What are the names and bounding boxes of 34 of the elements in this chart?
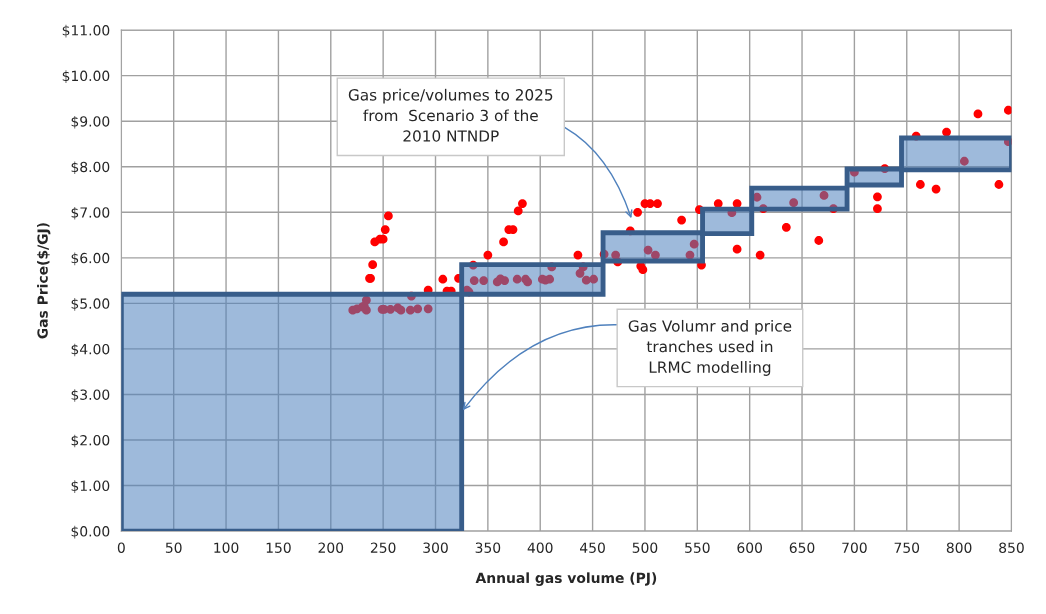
y-axis-title: Gas Price($/GJ) [37, 223, 51, 339]
x-tick-label: 450 [580, 542, 605, 553]
x-tick-label: 200 [318, 542, 344, 553]
annotation: Gas Volumr and price tranches used in LRMC modelling [628, 319, 792, 376]
x-tick-label: 100 [214, 542, 239, 553]
y-tick-label: $4.00 [71, 343, 110, 357]
x-axis-title: Annual gas volume (PJ) [475, 572, 657, 586]
x-tick-label: 500 [632, 542, 658, 553]
y-tick-label: $2.00 [71, 434, 110, 448]
x-tick-label: 850 [999, 542, 1024, 553]
y-tick-label: $1.00 [71, 480, 110, 493]
x-tick-label: 50 [165, 542, 182, 553]
x-tick-label: 300 [423, 542, 448, 553]
x-tick-label: 400 [527, 542, 553, 553]
x-tick-label: 550 [685, 542, 710, 553]
x-tick-label: 350 [475, 542, 501, 553]
y-tick-label: $5.00 [71, 298, 110, 311]
annotation: Gas price/volumes to 2025 from Scenario 3 of the 2010 NTNDP [348, 88, 553, 142]
x-tick-label: 600 [737, 542, 763, 553]
y-tick-label: $6.00 [71, 252, 110, 266]
y-tick-label: $8.00 [71, 161, 110, 175]
y-tick-label: $9.00 [71, 115, 110, 129]
y-tick-label: $10.00 [62, 70, 110, 83]
x-tick-label: 0 [117, 542, 125, 553]
y-tick-label: $7.00 [71, 207, 110, 220]
y-tick-label: $3.00 [71, 389, 110, 402]
x-tick-label: 800 [946, 542, 972, 553]
y-tick-label: $11.00 [62, 24, 110, 38]
y-tick-label: $0.00 [71, 525, 110, 539]
x-tick-label: 250 [370, 542, 396, 553]
x-tick-label: 700 [842, 542, 867, 553]
x-tick-label: 150 [266, 542, 291, 553]
x-tick-label: 650 [789, 542, 815, 553]
x-tick-label: 750 [894, 542, 920, 553]
